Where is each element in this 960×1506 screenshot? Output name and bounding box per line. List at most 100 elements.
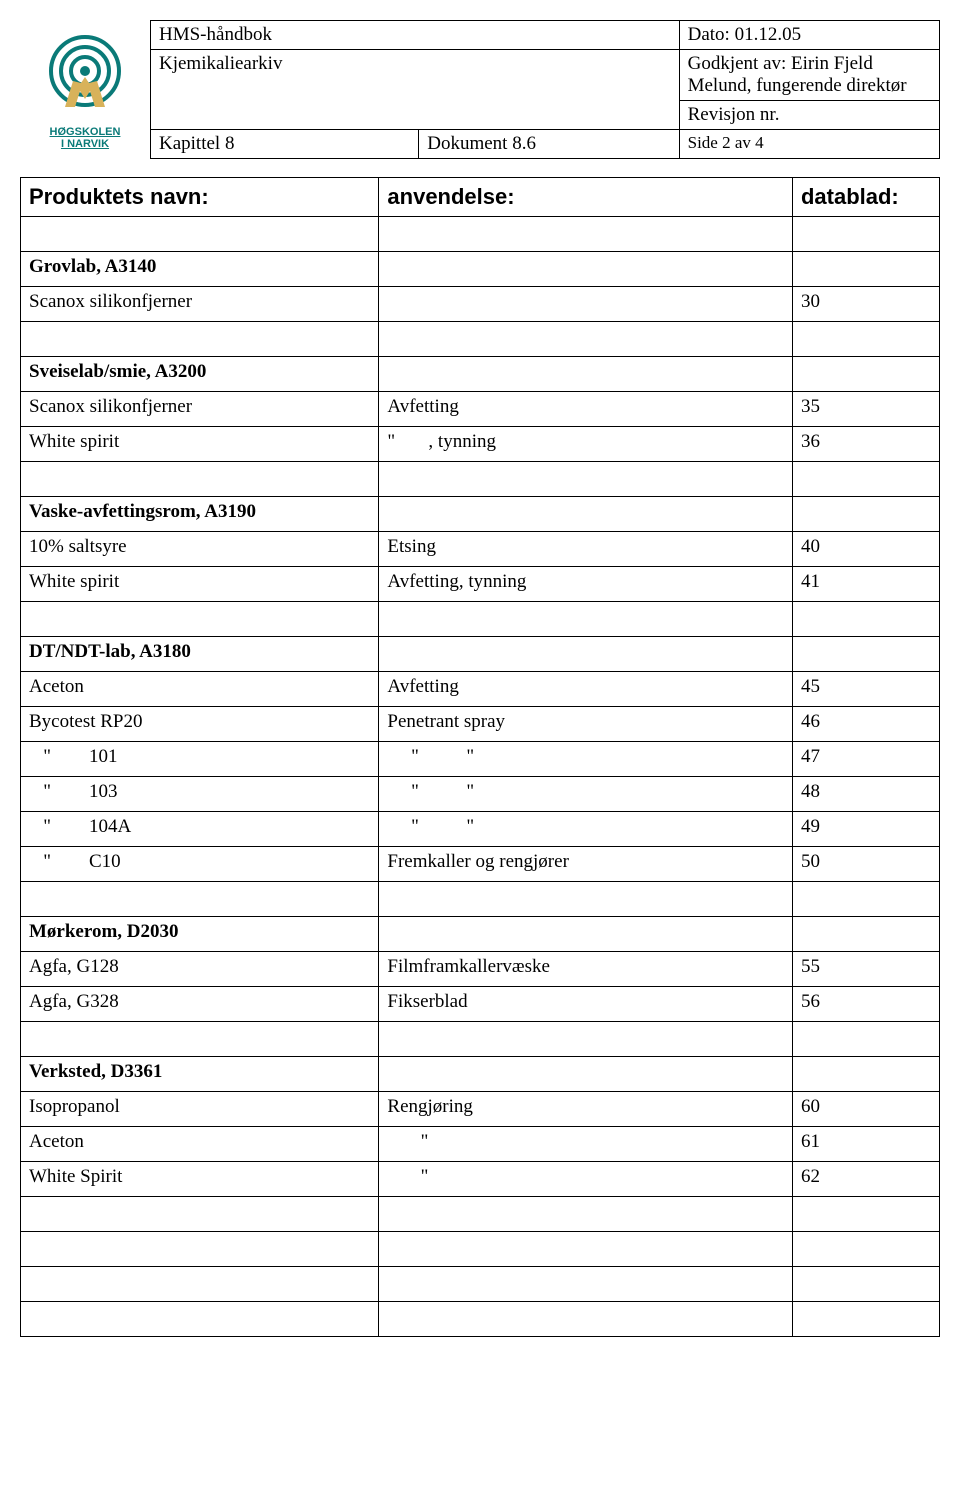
empty-cell [792, 1267, 939, 1302]
empty-cell [792, 602, 939, 637]
header-document: Dokument 8.6 [419, 130, 679, 159]
data-row: 10% saltsyreEtsing40 [21, 532, 940, 567]
empty-row [21, 1022, 940, 1057]
section-empty [379, 917, 793, 952]
cell-name: Bycotest RP20 [21, 707, 379, 742]
cell-name: Scanox silikonfjerner [21, 287, 379, 322]
cell-name: 10% saltsyre [21, 532, 379, 567]
empty-cell [792, 462, 939, 497]
main-table: Produktets navn: anvendelse: datablad: G… [20, 177, 940, 1337]
cell-data: 45 [792, 672, 939, 707]
empty-row [21, 217, 940, 252]
empty-cell [792, 1022, 939, 1057]
data-row: " C10Fremkaller og rengjører50 [21, 847, 940, 882]
section-title: Sveiselab/smie, A3200 [21, 357, 379, 392]
empty-cell [379, 1197, 793, 1232]
section-title: Verksted, D3361 [21, 1057, 379, 1092]
empty-cell [21, 882, 379, 917]
empty-cell [21, 322, 379, 357]
cell-use: " " [379, 812, 793, 847]
empty-cell [792, 322, 939, 357]
section-empty [792, 917, 939, 952]
empty-cell [792, 217, 939, 252]
empty-cell [792, 1197, 939, 1232]
logo-text: HØGSKOLEN I NARVIK [50, 126, 121, 150]
cell-data: 36 [792, 427, 939, 462]
cell-use: " " [379, 777, 793, 812]
cell-data: 40 [792, 532, 939, 567]
cell-data: 60 [792, 1092, 939, 1127]
data-row: Scanox silikonfjerner30 [21, 287, 940, 322]
cell-use: Penetrant spray [379, 707, 793, 742]
cell-data: 50 [792, 847, 939, 882]
logo-line2: I NARVIK [61, 138, 109, 150]
empty-cell [21, 1022, 379, 1057]
section-title: Grovlab, A3140 [21, 252, 379, 287]
section-empty [379, 497, 793, 532]
cell-data: 49 [792, 812, 939, 847]
empty-row [21, 1197, 940, 1232]
empty-row [21, 1302, 940, 1337]
cell-use: Fikserblad [379, 987, 793, 1022]
section-title: DT/NDT-lab, A3180 [21, 637, 379, 672]
empty-row [21, 602, 940, 637]
cell-name: " 101 [21, 742, 379, 777]
section-empty [379, 357, 793, 392]
empty-cell [792, 1232, 939, 1267]
empty-cell [379, 462, 793, 497]
data-row: White Spirit "62 [21, 1162, 940, 1197]
empty-row [21, 462, 940, 497]
empty-cell [21, 1267, 379, 1302]
column-header-row: Produktets navn: anvendelse: datablad: [21, 178, 940, 217]
logo: HØGSKOLEN I NARVIK [20, 20, 150, 159]
cell-data: 35 [792, 392, 939, 427]
document-header: HØGSKOLEN I NARVIK HMS-håndbok Dato: 01.… [20, 20, 940, 159]
empty-row [21, 882, 940, 917]
cell-name: White spirit [21, 427, 379, 462]
cell-name: Aceton [21, 672, 379, 707]
section-empty [792, 357, 939, 392]
section-empty [379, 252, 793, 287]
empty-cell [21, 1232, 379, 1267]
header-date: Dato: 01.12.05 [679, 21, 939, 50]
data-row: AcetonAvfetting45 [21, 672, 940, 707]
cell-use: " [379, 1127, 793, 1162]
empty-cell [21, 462, 379, 497]
cell-name: Isopropanol [21, 1092, 379, 1127]
empty-cell [379, 1302, 793, 1337]
data-row: " 101 " "47 [21, 742, 940, 777]
cell-use: Etsing [379, 532, 793, 567]
data-row: " 104A " "49 [21, 812, 940, 847]
header-table: HMS-håndbok Dato: 01.12.05 Kjemikalieark… [150, 20, 940, 159]
cell-name: " 104A [21, 812, 379, 847]
empty-row [21, 1232, 940, 1267]
section-header-row: Sveiselab/smie, A3200 [21, 357, 940, 392]
cell-data: 48 [792, 777, 939, 812]
empty-cell [21, 1302, 379, 1337]
empty-cell [379, 1022, 793, 1057]
cell-data: 61 [792, 1127, 939, 1162]
header-chapter: Kapittel 8 [151, 130, 419, 159]
data-row: Aceton "61 [21, 1127, 940, 1162]
section-header-row: Vaske-avfettingsrom, A3190 [21, 497, 940, 532]
section-header-row: Mørkerom, D2030 [21, 917, 940, 952]
section-header-row: Grovlab, A3140 [21, 252, 940, 287]
section-empty [379, 637, 793, 672]
cell-use: " " [379, 742, 793, 777]
empty-cell [379, 882, 793, 917]
cell-use: Avfetting, tynning [379, 567, 793, 602]
data-row: White spirit" , tynning36 [21, 427, 940, 462]
col-header-name: Produktets navn: [21, 178, 379, 217]
cell-data: 46 [792, 707, 939, 742]
cell-data: 41 [792, 567, 939, 602]
cell-data: 56 [792, 987, 939, 1022]
cell-use: Rengjøring [379, 1092, 793, 1127]
section-empty [792, 1057, 939, 1092]
cell-name: White Spirit [21, 1162, 379, 1197]
empty-row [21, 322, 940, 357]
empty-cell [379, 217, 793, 252]
section-header-row: DT/NDT-lab, A3180 [21, 637, 940, 672]
empty-cell [379, 602, 793, 637]
data-row: IsopropanolRengjøring60 [21, 1092, 940, 1127]
cell-use: Filmframkallervæske [379, 952, 793, 987]
